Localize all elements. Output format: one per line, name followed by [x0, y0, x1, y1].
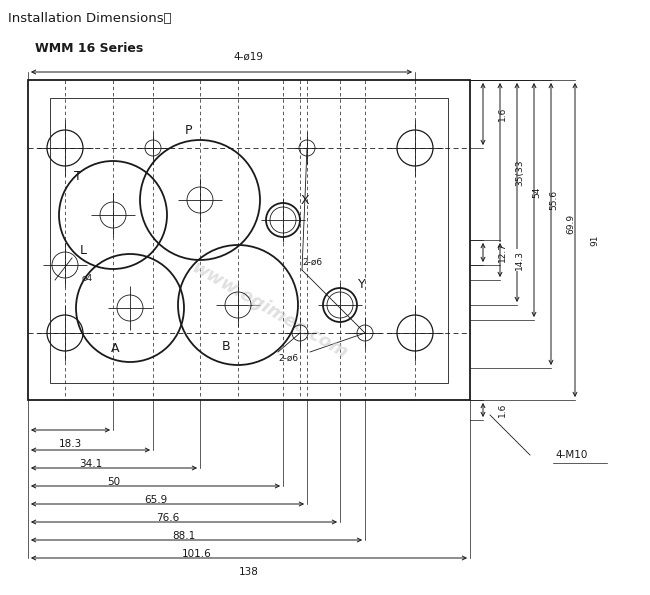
Text: 54: 54	[532, 187, 541, 198]
Text: 4-M10: 4-M10	[555, 450, 588, 460]
Text: L: L	[79, 243, 86, 256]
Text: X: X	[301, 193, 309, 206]
Text: 50: 50	[107, 477, 120, 487]
Bar	[28, 80, 470, 400]
Text: 101.6: 101.6	[181, 549, 211, 559]
Text: Installation Dimensions：: Installation Dimensions：	[8, 12, 172, 25]
Text: 18.3: 18.3	[59, 439, 82, 449]
Text: 55.6: 55.6	[549, 190, 558, 210]
Text: 69.9: 69.9	[566, 214, 575, 234]
Text: 88.1: 88.1	[172, 531, 196, 541]
Text: 138: 138	[239, 567, 259, 577]
Text: 1.6: 1.6	[498, 403, 507, 417]
Text: ø4: ø4	[82, 274, 93, 283]
Text: 1.6: 1.6	[498, 107, 507, 121]
Text: 76.6: 76.6	[156, 513, 179, 523]
Text: B: B	[222, 340, 230, 353]
Text: 91: 91	[590, 234, 599, 246]
Text: www.egimec.com: www.egimec.com	[188, 258, 351, 362]
Bar	[50, 98, 448, 383]
Text: 4-ø19: 4-ø19	[233, 52, 263, 62]
Text: 14.3: 14.3	[515, 250, 524, 270]
Text: A: A	[111, 342, 119, 355]
Text: 34.1: 34.1	[79, 459, 102, 469]
Text: 65.9: 65.9	[144, 495, 167, 505]
Text: P: P	[184, 124, 192, 136]
Text: Y: Y	[358, 278, 366, 292]
Text: 2-ø6: 2-ø6	[302, 258, 322, 267]
Text: 12.7: 12.7	[498, 243, 507, 262]
Text: 2-ø6: 2-ø6	[278, 353, 298, 362]
Text: T: T	[74, 171, 82, 183]
Text: 35(33: 35(33	[515, 159, 524, 186]
Text: WMM 16 Series: WMM 16 Series	[35, 42, 143, 55]
